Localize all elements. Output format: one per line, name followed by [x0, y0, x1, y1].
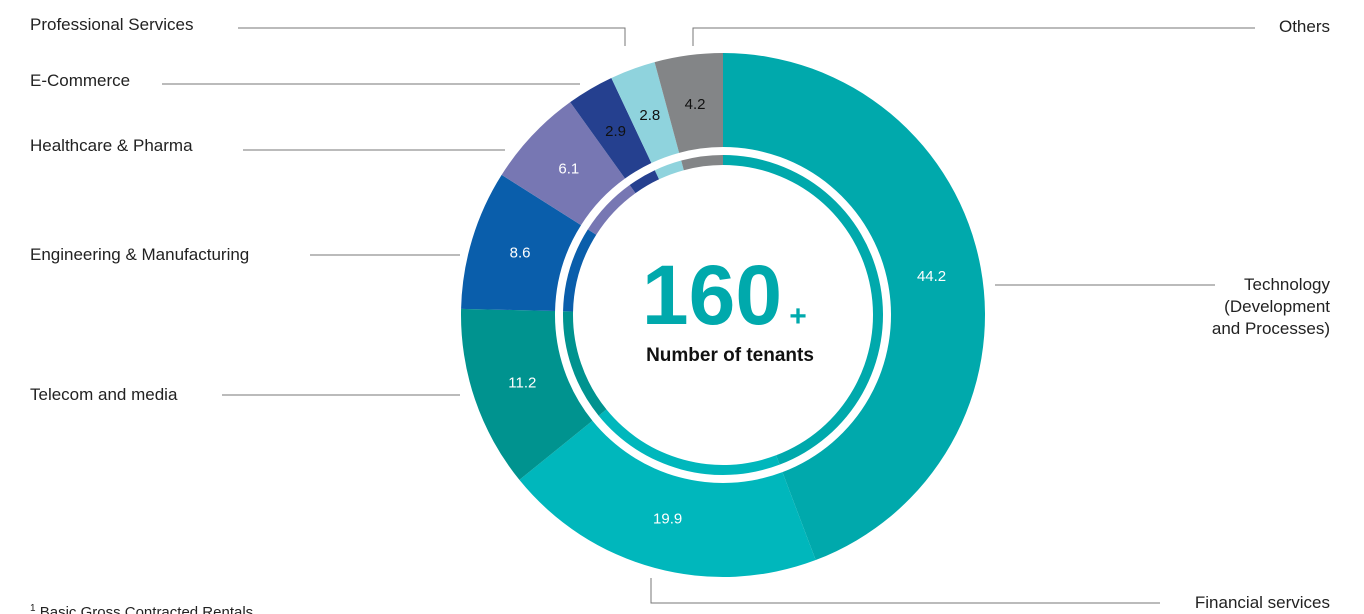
inner-ring-segment	[563, 311, 607, 416]
inner-ring-segment	[681, 155, 723, 171]
leader-line	[238, 27, 626, 46]
donut-segment	[723, 53, 986, 561]
footnote-mark: 1	[30, 603, 36, 614]
donut-segment	[461, 174, 582, 312]
value-label: 44.2	[917, 268, 946, 285]
donut-segment	[611, 62, 680, 164]
value-label: 19.9	[653, 511, 682, 528]
inner-ring-segment	[587, 185, 636, 235]
inner-ring-segment	[598, 409, 780, 476]
inner-ring-segment	[629, 170, 660, 194]
category-label: Financial services	[1194, 593, 1330, 612]
inner-ring-segment	[563, 229, 597, 312]
donut-segment	[654, 53, 723, 153]
donut-segment	[501, 102, 626, 226]
footnote-text: Basic Gross Contracted Rentals	[39, 604, 254, 614]
value-label: 2.9	[605, 123, 626, 140]
leader-line	[650, 578, 1160, 604]
value-label: 11.2	[508, 374, 536, 391]
value-label: 8.6	[510, 245, 531, 262]
category-label: Others	[1278, 17, 1330, 36]
inner-ring-segment	[654, 160, 684, 180]
category-label: Professional Services	[30, 15, 194, 34]
donut-segment	[461, 308, 593, 480]
center-label: Number of tenants	[646, 345, 814, 366]
value-label: 4.2	[685, 96, 706, 113]
category-label: Engineering & Manufacturing	[30, 245, 250, 264]
category-label: Telecom and media	[30, 385, 178, 404]
donut-segment	[570, 77, 652, 179]
category-label: Technology (Development and Processes)	[1211, 275, 1330, 338]
center-disc	[575, 167, 871, 463]
category-label: Healthcare & Pharma	[30, 136, 193, 155]
leader-line	[692, 27, 1255, 46]
center-value: 160	[642, 248, 782, 342]
category-label: E-Commerce	[30, 71, 131, 90]
footnote: 1 Basic Gross Contracted Rentals	[30, 598, 253, 614]
center-suffix: +	[789, 300, 807, 333]
value-label: 2.8	[639, 107, 660, 124]
donut-segment	[519, 420, 816, 577]
value-label: 6.1	[558, 160, 579, 177]
